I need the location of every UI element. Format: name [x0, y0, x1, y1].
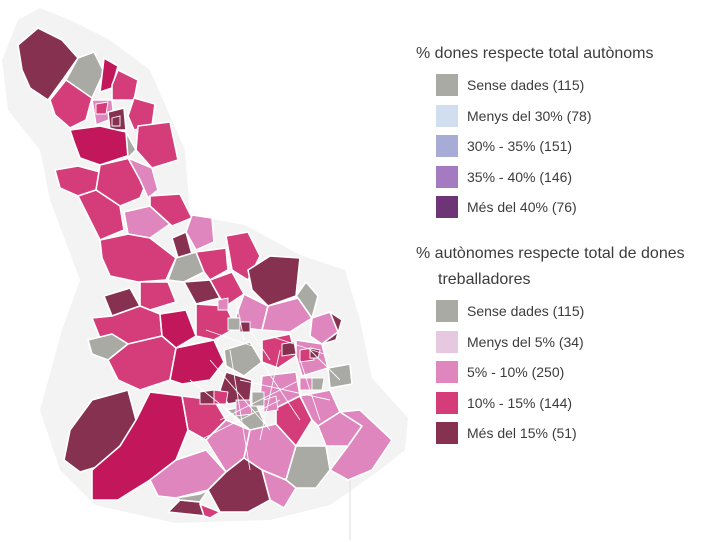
map-svg — [2, 8, 408, 540]
legend-item[interactable]: Sense dades (115) — [436, 299, 706, 323]
district[interactable] — [99, 233, 177, 283]
legend-title: % autònomes respecte total de dones — [416, 245, 685, 262]
legend-label: Sense dades (115) — [467, 303, 585, 319]
district[interactable] — [261, 333, 297, 369]
legend-item[interactable]: 35% - 40% (146) — [436, 165, 706, 189]
district[interactable] — [239, 321, 251, 333]
legend-label: 30% - 35% (151) — [467, 138, 573, 154]
legend-title-continued: treballadores — [438, 271, 531, 288]
legend-item[interactable]: Més del 15% (51) — [436, 421, 706, 445]
district[interactable] — [227, 317, 241, 331]
legend-label: 35% - 40% (146) — [467, 168, 573, 185]
district[interactable] — [311, 377, 325, 391]
district[interactable] — [149, 193, 193, 227]
legend-label: 10% - 15% (144) — [467, 394, 573, 411]
district[interactable] — [327, 363, 353, 389]
district[interactable] — [185, 214, 215, 251]
district[interactable] — [159, 309, 197, 349]
district[interactable] — [77, 189, 125, 241]
district[interactable] — [175, 489, 209, 503]
legend-swatch — [436, 135, 458, 157]
district[interactable] — [17, 27, 79, 101]
district[interactable] — [127, 157, 159, 199]
legend-list: Sense dades (115) Menys del 5% (34) 5% - 1… — [436, 299, 706, 445]
legend-item[interactable]: Menys del 5% (34) — [436, 330, 706, 354]
legend-swatch — [436, 196, 458, 218]
legend-label: Més del 15% (51) — [467, 425, 577, 441]
district[interactable] — [209, 271, 245, 307]
district[interactable] — [275, 395, 313, 447]
district[interactable] — [167, 251, 205, 283]
legend-label: Menys del 30% (78) — [467, 107, 592, 124]
district[interactable] — [195, 247, 229, 281]
district[interactable] — [69, 125, 131, 166]
legend-label: Sense dades (115) — [467, 77, 585, 93]
district[interactable] — [95, 101, 109, 115]
district[interactable] — [321, 311, 343, 345]
legend-title: % dones respecte total autònoms — [416, 45, 654, 62]
legend-selfemployed-share: % autònomes respecte total de dones treb… — [416, 241, 706, 452]
legend-swatch — [436, 104, 458, 127]
legend-swatch — [436, 165, 458, 188]
legend-label: Menys del 5% (34) — [467, 333, 584, 350]
street-lines — [189, 299, 341, 471]
legend-swatch — [436, 422, 458, 444]
district[interactable] — [235, 293, 269, 331]
legend-item[interactable]: 5% - 10% (250) — [436, 360, 706, 384]
district[interactable] — [261, 297, 313, 333]
legend-label: Més del 40% (76) — [467, 199, 577, 215]
district[interactable] — [139, 281, 177, 311]
district[interactable] — [299, 377, 313, 391]
choropleth-map[interactable] — [0, 0, 410, 542]
legend-item[interactable]: Més del 40% (76) — [436, 195, 706, 219]
legend-swatch — [436, 300, 458, 322]
district[interactable] — [111, 69, 139, 101]
legend-swatch — [436, 391, 458, 414]
district[interactable] — [329, 409, 393, 481]
legend-swatch — [436, 330, 458, 353]
legend-label: 5% - 10% (250) — [467, 364, 565, 380]
district[interactable] — [169, 339, 225, 385]
district[interactable] — [111, 115, 121, 127]
district[interactable] — [49, 79, 93, 129]
legend-item[interactable]: 30% - 35% (151) — [436, 134, 706, 158]
legend-item[interactable]: Sense dades (115) — [436, 73, 706, 97]
district[interactable] — [125, 131, 137, 159]
legend-list: Sense dades (115) Menys del 30% (78) 30% -… — [436, 73, 706, 219]
legend-item[interactable]: 10% - 15% (144) — [436, 391, 706, 415]
district[interactable] — [135, 121, 179, 169]
district[interactable] — [199, 503, 221, 519]
district[interactable] — [295, 281, 319, 319]
district[interactable] — [217, 297, 229, 311]
legend-swatch — [436, 361, 458, 383]
legend-item[interactable]: Menys del 30% (78) — [436, 104, 706, 128]
district[interactable] — [207, 457, 271, 513]
legend-women-share: % dones respecte total autònoms Sense da… — [416, 41, 706, 226]
district[interactable] — [213, 389, 229, 405]
legend-swatch — [436, 74, 458, 96]
